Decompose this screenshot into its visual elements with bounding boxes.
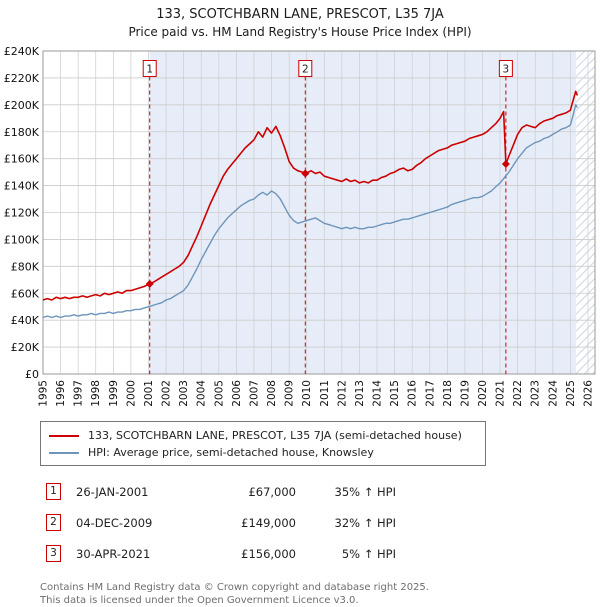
- y-tick-label: £40K: [11, 314, 40, 327]
- x-tick-label: 2008: [266, 380, 278, 407]
- table-row: 1 26-JAN-2001 £67,000 35% ↑ HPI: [46, 476, 600, 507]
- sale-date: 04-DEC-2009: [76, 515, 153, 530]
- y-tick-label: £240K: [4, 45, 40, 58]
- x-tick-label: 2025: [565, 380, 577, 407]
- x-tick-label: 2016: [407, 380, 419, 407]
- sale-price: £149,000: [241, 515, 296, 530]
- legend-label-property: 133, SCOTCHBARN LANE, PRESCOT, L35 7JA (…: [88, 429, 462, 442]
- svg-text:3: 3: [503, 63, 510, 75]
- sale-hpi-diff: 35% ↑ HPI: [334, 484, 396, 499]
- y-tick-label: £100K: [4, 233, 40, 246]
- chart-legend: 133, SCOTCHBARN LANE, PRESCOT, L35 7JA (…: [40, 421, 486, 466]
- x-tick-label: 2001: [143, 380, 155, 407]
- sale-number-badge: 3: [46, 545, 61, 562]
- x-tick-label: 2012: [336, 380, 348, 407]
- y-tick-label: £0: [25, 368, 39, 381]
- x-tick-label: 2009: [284, 380, 296, 407]
- legend-line-property: [49, 434, 79, 437]
- x-tick-label: 1995: [38, 380, 50, 407]
- y-tick-label: £160K: [4, 153, 40, 166]
- sale-point-marker: [501, 160, 510, 169]
- table-row: 2 04-DEC-2009 £149,000 32% ↑ HPI: [46, 507, 600, 538]
- y-tick-label: £120K: [4, 207, 40, 220]
- page-title: 133, SCOTCHBARN LANE, PRESCOT, L35 7JA: [156, 7, 444, 22]
- legend-label-hpi: HPI: Average price, semi-detached house,…: [88, 446, 374, 459]
- y-tick-label: £60K: [11, 287, 40, 300]
- sale-number-badge: 2: [46, 514, 61, 531]
- x-tick-label: 2006: [231, 380, 243, 407]
- x-tick-label: 2003: [178, 380, 190, 407]
- legend-item-property: 133, SCOTCHBARN LANE, PRESCOT, L35 7JA (…: [49, 427, 477, 444]
- x-tick-label: 2024: [547, 380, 559, 407]
- license-footer: Contains HM Land Registry data © Crown c…: [40, 581, 600, 607]
- x-tick-label: 2017: [424, 380, 436, 407]
- sale-number-badge: 1: [46, 483, 61, 500]
- x-tick-label: 2007: [248, 380, 260, 407]
- x-tick-label: 2020: [477, 380, 489, 407]
- y-tick-label: £180K: [4, 126, 40, 139]
- sale-hpi-diff: 5% ↑ HPI: [341, 546, 396, 561]
- x-tick-label: 2019: [459, 380, 471, 407]
- x-tick-label: 2021: [495, 380, 507, 407]
- price-chart-svg: £0 £20K £40K £60K £80K £100K £120K £140K £160K £1…: [4, 45, 596, 407]
- price-paid-line: [42, 90, 579, 301]
- sale-date: 30-APR-2021: [76, 546, 151, 561]
- x-tick-label: 1999: [108, 380, 120, 407]
- sale-marker-flag: [498, 59, 513, 77]
- y-tick-label: £20K: [11, 341, 40, 354]
- x-tick-label: 2018: [442, 380, 454, 407]
- page-subtitle: Price paid vs. HM Land Registry's House …: [128, 25, 472, 39]
- y-tick-label: £200K: [4, 99, 40, 112]
- sale-marker-flag: [298, 59, 313, 77]
- y-tick-label: £220K: [4, 72, 40, 85]
- x-tick-label: 2002: [161, 380, 173, 407]
- y-tick-label: £80K: [11, 260, 40, 273]
- sale-marker-flag: [142, 59, 157, 77]
- x-tick-label: 2013: [354, 380, 366, 407]
- sale-hpi-diff: 32% ↑ HPI: [334, 515, 396, 530]
- legend-line-hpi: [49, 451, 79, 454]
- x-tick-label: 2014: [372, 380, 384, 407]
- y-tick-label: £140K: [4, 180, 40, 193]
- x-tick-label: 2011: [319, 380, 331, 407]
- x-tick-label: 2010: [301, 380, 313, 407]
- x-tick-label: 2000: [125, 380, 137, 407]
- footer-line-2: This data is licensed under the Open Gov…: [40, 595, 359, 606]
- x-tick-label: 1998: [90, 380, 102, 407]
- x-tick-label: 1996: [55, 380, 67, 407]
- footer-line-1: Contains HM Land Registry data © Crown c…: [40, 582, 429, 593]
- x-tick-label: 2026: [582, 380, 594, 407]
- svg-text:2: 2: [302, 63, 309, 75]
- sale-price: £67,000: [248, 484, 296, 499]
- x-tick-label: 2015: [389, 380, 401, 407]
- x-tick-label: 2005: [213, 380, 225, 407]
- price-chart: £0 £20K £40K £60K £80K £100K £120K £140K £160K £1…: [0, 41, 600, 419]
- sale-price: £156,000: [241, 546, 296, 561]
- legend-item-hpi: HPI: Average price, semi-detached house,…: [49, 444, 477, 461]
- x-tick-label: 2023: [530, 380, 542, 407]
- sale-point-marker: [145, 279, 154, 288]
- sale-point-marker: [301, 169, 310, 178]
- table-row: 3 30-APR-2021 £156,000 5% ↑ HPI: [46, 538, 600, 569]
- sale-date: 26-JAN-2001: [76, 484, 149, 499]
- svg-text:1: 1: [146, 63, 153, 75]
- hpi-line: [42, 104, 578, 319]
- x-tick-label: 1997: [73, 380, 85, 407]
- sales-table: 1 26-JAN-2001 £67,000 35% ↑ HPI 2 04-DEC…: [46, 476, 600, 569]
- x-tick-label: 2004: [196, 380, 208, 407]
- x-tick-label: 2022: [512, 380, 524, 407]
